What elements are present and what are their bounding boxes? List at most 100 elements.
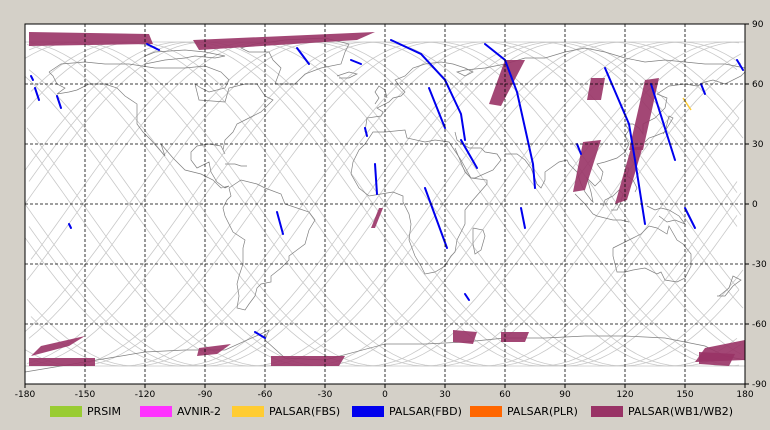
coastline xyxy=(222,179,316,311)
legend-item: PALSAR(PLR) xyxy=(470,404,578,418)
lat-tick-label: 60 xyxy=(752,80,764,90)
orbit-track xyxy=(488,41,738,205)
orbit-track xyxy=(28,203,374,367)
legend-item: AVNIR-2 xyxy=(140,404,221,418)
wb-swath xyxy=(453,330,477,344)
graticule xyxy=(25,24,745,384)
wb-swath xyxy=(489,60,525,106)
fbd-swath xyxy=(736,59,744,71)
legend-label: PALSAR(PLR) xyxy=(507,404,578,418)
fbd-swath xyxy=(68,223,72,229)
fbd-swath xyxy=(428,87,446,129)
lat-tick-label: -90 xyxy=(752,380,767,390)
lon-tick-label: 30 xyxy=(439,390,451,400)
orbit-track xyxy=(30,148,432,367)
orbit-track xyxy=(24,203,362,367)
legend-label: PALSAR(FBD) xyxy=(389,404,462,418)
lon-tick-label: 0 xyxy=(382,390,388,400)
fbd-swath xyxy=(146,43,160,51)
fbd-swath xyxy=(364,127,368,137)
orbit-tracks xyxy=(24,41,745,367)
legend-label: PALSAR(FBS) xyxy=(269,404,341,418)
lon-tick-label: -90 xyxy=(198,390,213,400)
fbd-swath xyxy=(684,207,696,229)
coastline xyxy=(717,275,742,297)
legend-item: PALSAR(FBD) xyxy=(352,404,462,418)
wb-swath xyxy=(629,78,659,150)
orbit-track xyxy=(430,41,744,205)
coastline xyxy=(48,61,274,189)
coastline xyxy=(350,129,488,275)
orbit-track xyxy=(24,76,490,367)
lon-tick-label: -120 xyxy=(135,390,156,400)
orbit-track xyxy=(30,203,72,260)
wb-swath xyxy=(573,140,601,192)
fbd-swath xyxy=(464,293,470,301)
legend-swatch xyxy=(591,405,623,417)
orbit-track xyxy=(24,203,130,332)
orbit-track xyxy=(70,41,744,367)
coastline xyxy=(144,49,226,65)
coastline xyxy=(454,131,502,179)
orbit-track xyxy=(26,127,444,367)
lon-tick-label: -60 xyxy=(258,390,273,400)
legend-swatch xyxy=(140,405,172,417)
fbs-swaths xyxy=(682,97,692,111)
orbit-track xyxy=(732,192,742,205)
coastline xyxy=(612,225,692,283)
fbd-swath xyxy=(296,47,310,65)
lon-tick-label: -30 xyxy=(318,390,333,400)
wb-swath xyxy=(587,78,605,100)
lon-tick-label: 60 xyxy=(499,390,511,400)
lat-tick-label: 0 xyxy=(752,200,758,210)
axis-ticks: -180 -150 -120 -90 -60 -30 0 30 60 90 120 150 180 90 6… xyxy=(15,20,767,400)
lon-tick-label: 180 xyxy=(736,390,753,400)
fbd-swath xyxy=(520,207,526,229)
orbit-track xyxy=(26,203,188,364)
lon-tick-label: -150 xyxy=(75,390,96,400)
legend-swatch xyxy=(232,405,264,417)
orbit-track xyxy=(128,41,738,367)
lat-tick-label: -60 xyxy=(752,320,767,330)
fbd-swath xyxy=(484,43,536,189)
coastline xyxy=(472,227,486,255)
orbit-track xyxy=(314,41,740,291)
fbd-swath xyxy=(424,187,448,249)
legend-swatch xyxy=(352,405,384,417)
legend-item: PALSAR(WB1/WB2) xyxy=(591,404,733,418)
coastline xyxy=(336,71,359,79)
legend-swatch xyxy=(470,405,502,417)
orbit-track xyxy=(302,41,744,309)
wb-swath xyxy=(29,358,95,366)
fbs-swath xyxy=(682,97,692,111)
wb-swath xyxy=(501,332,529,342)
legend-swatch xyxy=(50,405,82,417)
lat-tick-label: -30 xyxy=(752,260,767,270)
wb-swath xyxy=(699,352,735,366)
orbit-track xyxy=(662,99,744,205)
fbd-swath xyxy=(374,163,378,195)
coastline xyxy=(225,163,247,167)
coastline xyxy=(644,115,674,143)
wb-swath xyxy=(371,208,383,228)
coastline xyxy=(646,205,687,225)
fbd-swath xyxy=(604,67,646,225)
fbd-swath xyxy=(34,87,40,101)
fbd-swath xyxy=(254,331,266,339)
wb-swaths xyxy=(29,32,745,366)
lon-tick-label: 90 xyxy=(559,390,571,400)
orbit-track xyxy=(500,41,742,205)
orbit-track xyxy=(186,41,740,367)
legend: PRSIM AVNIR-2 PALSAR(FBS) PALSAR(FBD) PALSAR… xyxy=(0,400,770,422)
coastlines xyxy=(24,37,746,373)
orbit-track xyxy=(24,41,618,367)
wb-swath xyxy=(193,32,375,50)
orbit-track xyxy=(674,117,740,205)
orbit-track xyxy=(720,181,738,205)
orbit-track xyxy=(256,41,738,345)
coastline xyxy=(505,71,746,204)
lon-tick-label: 150 xyxy=(676,390,693,400)
legend-label: PALSAR(WB1/WB2) xyxy=(628,404,734,418)
lon-tick-label: 120 xyxy=(616,390,633,400)
